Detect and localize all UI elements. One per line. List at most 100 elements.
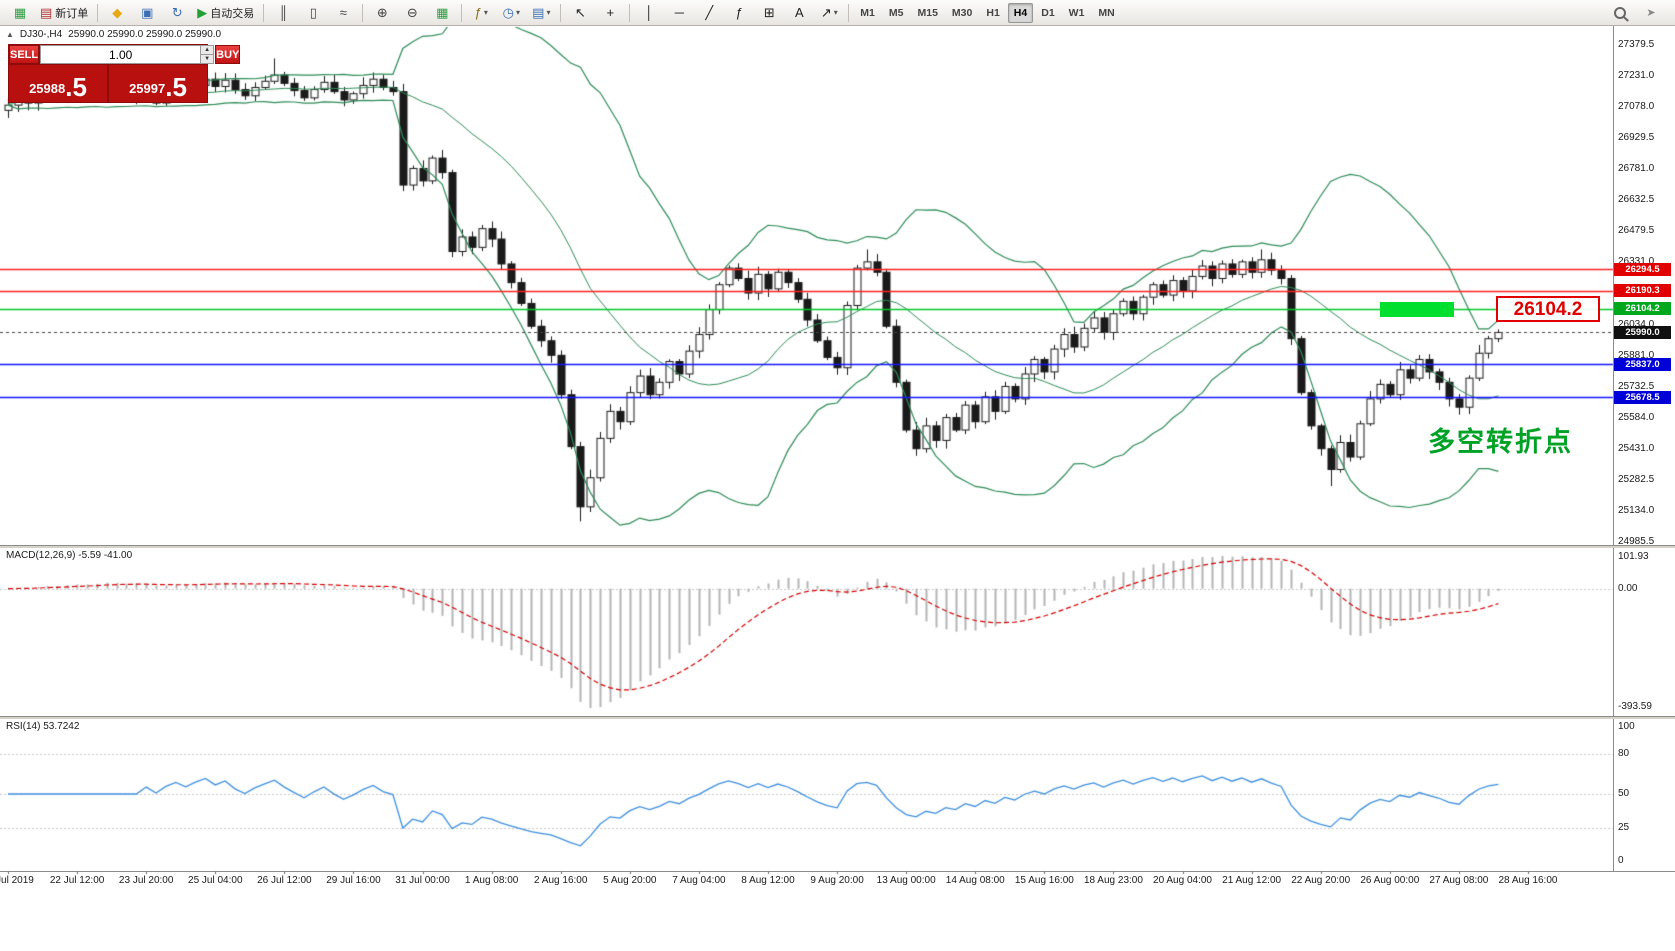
time-axis-label: 26 Jul 12:00 bbox=[257, 875, 312, 886]
horizontal-line-icon: ─ bbox=[674, 5, 684, 20]
time-axis-label: 22 Jul 12:00 bbox=[49, 875, 105, 886]
refresh-icon: ↻ bbox=[171, 4, 183, 20]
macd-axis-label: 0.00 bbox=[1618, 582, 1638, 594]
trendline-icon[interactable]: ╱ bbox=[695, 2, 723, 24]
price-axis-tick: 26781.0 bbox=[1618, 163, 1655, 175]
macd-axis-label: -393.59 bbox=[1618, 701, 1652, 712]
buy-price-fraction: .5 bbox=[165, 72, 187, 102]
terminal-icon[interactable]: ▦ bbox=[6, 2, 34, 24]
refresh-icon[interactable]: ↻ bbox=[163, 2, 191, 24]
one-click-trading-panel: SELL ▲ ▼ BUY 25988.5 25997.5 bbox=[8, 44, 241, 103]
zoom-out-icon[interactable]: ⊖ bbox=[398, 2, 426, 24]
cursor-icon[interactable]: ↖ bbox=[566, 2, 594, 24]
macd-axis-label: 101.93 bbox=[1618, 551, 1649, 562]
horizontal-line-icon[interactable]: ─ bbox=[665, 2, 693, 24]
price-level-tag: 26294.5 bbox=[1614, 262, 1671, 276]
shapes-icon[interactable]: ⊞ bbox=[755, 2, 783, 24]
sell-button[interactable]: SELL bbox=[9, 45, 40, 64]
pointer-icon: ➤ bbox=[1646, 7, 1656, 19]
volume-up-button[interactable]: ▲ bbox=[200, 46, 214, 54]
arrows-icon: ↗ bbox=[820, 4, 832, 20]
search-icon[interactable] bbox=[1614, 6, 1626, 19]
time-axis-label: 25 Jul 04:00 bbox=[188, 875, 243, 886]
chart-header: ▲ DJ30-,H4 25990.0 25990.0 25990.0 25990… bbox=[6, 29, 221, 40]
tf-m30[interactable]: M30 bbox=[951, 6, 973, 19]
vertical-line-icon: │ bbox=[645, 5, 654, 20]
toolbar-separator bbox=[97, 3, 99, 22]
rsi-axis-label: 50 bbox=[1618, 788, 1630, 799]
caret-down-icon: ▾ bbox=[546, 8, 551, 17]
indicators-button[interactable]: ƒ ▾ bbox=[467, 2, 495, 24]
templates-button: ▤ bbox=[532, 4, 545, 20]
arrange-windows-icon[interactable]: ▦ bbox=[428, 2, 456, 24]
line-chart-icon[interactable]: ≈ bbox=[329, 2, 357, 24]
tf-d1[interactable]: D1 bbox=[1041, 6, 1055, 19]
main-toolbar: ▦ ▤ 新订单 ◆ ▣ ↻ ▶ 自动交易 ║ ▯ ≈ ⊕ ⊖ ▦ ƒ ▾ ◷ ▾ ▤ ▾ ↖ + │ ─ ╱ ƒ ⊞ A ↗ ▾ M1 M5 M… bbox=[0, 0, 1675, 26]
vertical-line-icon[interactable]: │ bbox=[635, 2, 663, 24]
fibonacci-icon[interactable]: ƒ bbox=[725, 2, 753, 24]
price-axis-tick: 25584.0 bbox=[1618, 411, 1655, 423]
text-icon[interactable]: A bbox=[785, 2, 813, 24]
rsi-axis-label: 25 bbox=[1618, 821, 1630, 833]
toolbar-right-group: ➤ bbox=[1614, 2, 1670, 24]
metaeditor-icon[interactable]: ◆ bbox=[103, 2, 131, 24]
highlight-marker bbox=[1380, 302, 1454, 317]
buy-price-main: 25997 bbox=[129, 81, 166, 96]
tf-m5[interactable]: M5 bbox=[888, 6, 904, 19]
collapse-panel-icon[interactable]: ▲ bbox=[6, 30, 14, 39]
zoom-out-icon: ⊖ bbox=[406, 4, 418, 20]
time-axis-label: 23 Jul 20:00 bbox=[118, 875, 174, 886]
price-level-tag: 26104.2 bbox=[1614, 302, 1671, 316]
volume-box: ▲ ▼ bbox=[40, 45, 215, 64]
buy-button[interactable]: BUY bbox=[215, 45, 241, 64]
price-axis-tick: 26479.5 bbox=[1618, 225, 1655, 237]
sell-price-display[interactable]: 25988.5 bbox=[9, 65, 107, 102]
crosshair-icon: + bbox=[606, 5, 615, 20]
line-chart-icon: ≈ bbox=[339, 5, 347, 20]
bar-chart-icon[interactable]: ║ bbox=[269, 2, 297, 24]
new-order-button: ▤ bbox=[40, 4, 53, 20]
price-axis-tick: 26929.5 bbox=[1618, 132, 1655, 144]
rsi-axis-label: 0 bbox=[1618, 855, 1624, 866]
time-axis-label: 22 Aug 20:00 bbox=[1291, 875, 1351, 886]
new-order-button-label: 新订单 bbox=[55, 7, 89, 20]
tf-h4[interactable]: H4 bbox=[1007, 2, 1034, 23]
volume-down-button[interactable]: ▼ bbox=[200, 54, 214, 63]
toolbar-separator bbox=[629, 3, 631, 22]
time-axis-label: 2 Aug 16:00 bbox=[534, 875, 588, 886]
candlestick-chart-icon[interactable]: ▯ bbox=[299, 2, 327, 24]
arrows-icon[interactable]: ↗ ▾ bbox=[815, 2, 843, 24]
tf-m15[interactable]: M15 bbox=[917, 6, 938, 19]
time-axis-label: 31 Jul 00:00 bbox=[395, 875, 450, 886]
caret-down-icon: ▾ bbox=[515, 8, 520, 17]
rsi-axis-label: 100 bbox=[1618, 721, 1635, 732]
volume-input[interactable] bbox=[41, 46, 201, 63]
buy-price-display[interactable]: 25997.5 bbox=[109, 65, 207, 102]
time-axis-label: 21 Aug 12:00 bbox=[1222, 875, 1282, 886]
price-axis-tick: 25282.5 bbox=[1618, 473, 1655, 485]
pointer-icon[interactable]: ➤ bbox=[1637, 2, 1665, 24]
price-level-tag: 25837.0 bbox=[1614, 357, 1671, 371]
tf-mn[interactable]: MN bbox=[1098, 6, 1115, 19]
rsi-panel-splitter[interactable] bbox=[0, 716, 1675, 719]
indicators-button: ƒ bbox=[474, 5, 482, 20]
time-axis-label: 8 Aug 12:00 bbox=[741, 875, 795, 886]
new-order-button[interactable]: ▤ 新订单 bbox=[36, 2, 92, 24]
templates-button[interactable]: ▤ ▾ bbox=[527, 2, 555, 24]
zoom-in-icon[interactable]: ⊕ bbox=[368, 2, 396, 24]
time-axis-label: 5 Aug 20:00 bbox=[603, 875, 657, 886]
periods-button[interactable]: ◷ ▾ bbox=[497, 2, 525, 24]
tf-h1[interactable]: H1 bbox=[986, 6, 1000, 19]
macd-indicator-label: MACD(12,26,9) -5.59 -41.00 bbox=[6, 550, 133, 561]
autotrading-button-label: 自动交易 bbox=[210, 7, 255, 20]
macd-panel-splitter[interactable] bbox=[0, 545, 1675, 548]
tf-w1[interactable]: W1 bbox=[1068, 6, 1085, 19]
tf-m1[interactable]: M1 bbox=[860, 6, 875, 19]
market-watch-icon[interactable]: ▣ bbox=[133, 2, 161, 24]
time-axis-label: 28 Aug 16:00 bbox=[1498, 875, 1558, 886]
autotrading-button[interactable]: ▶ 自动交易 bbox=[193, 2, 258, 24]
toolbar-separator bbox=[560, 3, 562, 22]
crosshair-icon[interactable]: + bbox=[596, 2, 624, 24]
toolbar-separator bbox=[848, 3, 850, 22]
